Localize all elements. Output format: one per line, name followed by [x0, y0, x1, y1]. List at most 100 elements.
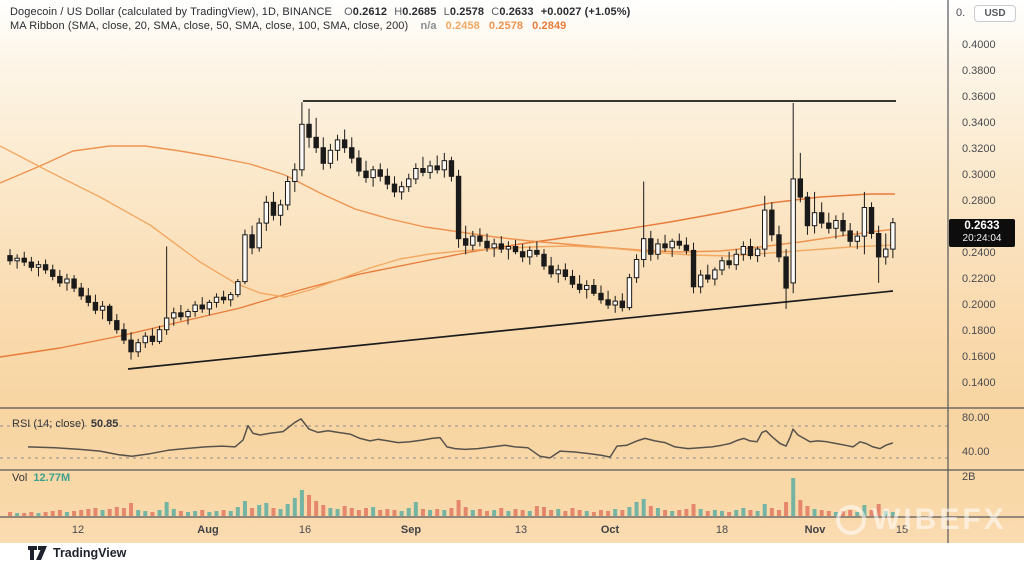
price-tick: 0.1600: [962, 351, 996, 363]
time-tick-month: Nov: [804, 524, 826, 536]
volume-bar: [819, 510, 824, 516]
candle-body: [356, 157, 362, 172]
candle-body: [277, 204, 284, 216]
high-label: H: [394, 6, 403, 18]
volume-bar: [186, 512, 190, 516]
rsi-value: 50.85: [90, 418, 119, 430]
volume-bar: [428, 510, 433, 516]
volume-bar: [691, 504, 696, 516]
volume-bar: [136, 510, 141, 516]
candle-body: [206, 301, 213, 310]
volume-bar: [435, 509, 440, 516]
volume-bar: [663, 510, 668, 516]
candle-body: [840, 220, 846, 232]
volume-bar: [720, 511, 724, 516]
price-tick: 0.2800: [962, 195, 996, 207]
candle-body: [612, 300, 618, 306]
time-tick-day: 16: [298, 524, 312, 536]
volume-bar: [534, 506, 539, 516]
volume-bar: [456, 500, 461, 516]
candle-body: [334, 139, 341, 151]
open-value: 0.2612: [352, 6, 388, 18]
support-trendline: [127, 290, 894, 370]
volume-bar: [463, 507, 468, 516]
volume-bar: [371, 507, 376, 516]
candle-body: [470, 235, 476, 246]
volume-bar: [164, 502, 169, 516]
candle-body: [313, 136, 319, 149]
last-price-label: 0.2633 20:24:04: [949, 219, 1015, 247]
candle-body: [740, 246, 747, 255]
volume-bar: [755, 511, 760, 516]
candle-body: [99, 305, 106, 311]
volume-bar: [741, 508, 746, 516]
candle-body: [455, 175, 462, 240]
tradingview-logo[interactable]: TradingView: [28, 546, 126, 560]
volume-bar: [349, 508, 354, 516]
volume-bar: [485, 511, 490, 516]
candle-body: [349, 147, 355, 159]
candle-body: [534, 249, 540, 255]
candle-body: [192, 304, 198, 312]
candle-body: [128, 339, 134, 353]
volume-bar: [769, 508, 774, 516]
candle-body: [804, 196, 811, 227]
candle-body: [576, 283, 583, 290]
candle-body: [676, 240, 682, 246]
chart-canvas[interactable]: [0, 0, 1024, 543]
candle-body: [826, 222, 832, 229]
symbol-legend[interactable]: Dogecoin / US Dollar (calculated by Trad…: [10, 6, 630, 18]
candle-body: [57, 275, 63, 284]
indicator-values: n/a 0.2458 0.2578 0.2849: [420, 20, 575, 32]
candle-body: [719, 260, 725, 271]
volume-bar: [86, 509, 91, 516]
tradingview-logo-text: TradingView: [53, 546, 127, 560]
candle-body: [35, 264, 42, 268]
candle-body: [854, 235, 860, 242]
volume-bar: [121, 508, 126, 516]
candle-body: [512, 246, 519, 253]
candle-body: [491, 243, 497, 249]
volume-bar: [221, 510, 226, 516]
volume-bar: [712, 510, 717, 516]
volume-legend[interactable]: Vol 12.77M: [12, 472, 70, 484]
volume-bar: [235, 507, 240, 516]
volume-bar: [442, 510, 447, 516]
volume-bar: [392, 510, 397, 516]
time-tick-month: Oct: [600, 524, 620, 536]
candle-body: [883, 248, 889, 258]
low-value: 0.2578: [449, 6, 485, 18]
volume-bar: [328, 508, 333, 516]
candle-body: [662, 243, 668, 249]
currency-unit-button[interactable]: USD: [974, 5, 1016, 22]
candle-body: [292, 169, 298, 183]
price-tick: 0.2200: [962, 273, 996, 285]
candle-body: [384, 175, 391, 185]
candle-body: [541, 253, 547, 267]
candle-body: [50, 269, 56, 277]
candle-body: [847, 230, 853, 242]
candle-body: [690, 249, 697, 288]
ma-value: 0.2578: [488, 20, 524, 32]
candle-body: [683, 244, 690, 251]
volume-bar: [36, 513, 41, 516]
volume-bar: [292, 498, 297, 516]
rsi-legend[interactable]: RSI (14; close) 50.85: [12, 418, 118, 430]
candle-body: [284, 181, 291, 206]
candle-body: [498, 243, 504, 250]
close-value: 0.2633: [499, 6, 534, 18]
candle-body: [299, 123, 305, 171]
volume-bar: [477, 509, 482, 516]
candle-body: [633, 259, 640, 279]
candle-body: [21, 257, 27, 263]
candle-body: [28, 261, 35, 268]
candle-body: [114, 320, 120, 331]
volume-bar: [890, 512, 895, 516]
candle-body: [569, 275, 576, 285]
volume-bar: [734, 510, 739, 516]
candle-body: [769, 209, 775, 236]
volume-bar: [207, 512, 212, 516]
indicator-legend[interactable]: MA Ribbon (SMA, close, 20, SMA, close, 5…: [10, 20, 575, 32]
volume-bar: [570, 508, 575, 516]
candle-body: [598, 292, 604, 301]
